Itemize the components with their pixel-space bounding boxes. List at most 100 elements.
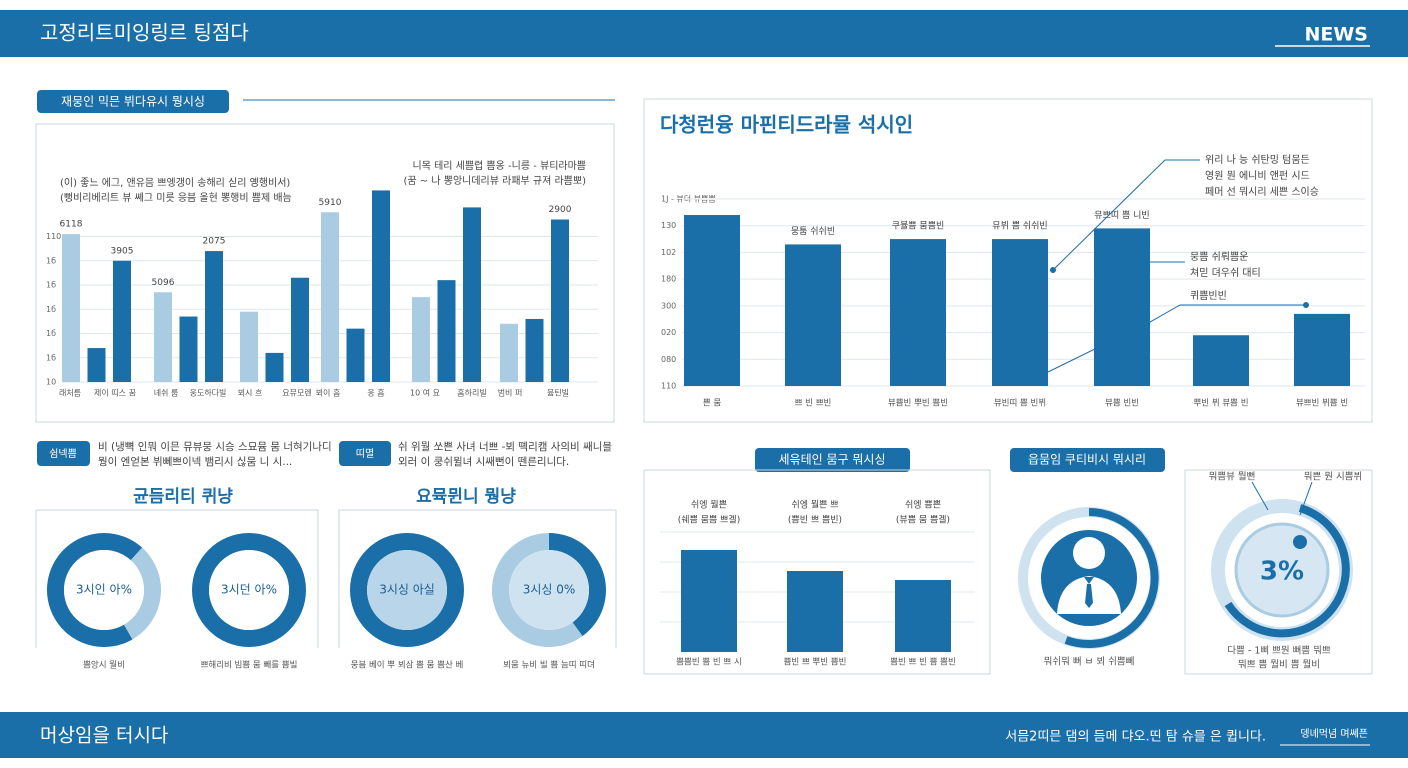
x-tick-label: 뷰쁨 빈빈 <box>1105 399 1139 409</box>
pie-slice <box>124 547 161 640</box>
y-tick-label: 10 <box>46 378 56 387</box>
x-label: 요뮤모렌 <box>282 388 311 398</box>
callout-text: 영원 뭔 에니비 앤펀 시드 <box>1205 169 1310 182</box>
profile-head <box>1073 537 1105 569</box>
bar <box>265 352 284 382</box>
legend-tag-pill <box>37 441 90 466</box>
x-label: 제이 띠스 꿈 <box>94 388 136 398</box>
profile-title: 읍뭄임 쿠티비시 뭐시리 <box>1028 453 1146 467</box>
bar <box>500 323 518 382</box>
bar-annotation: 5096 <box>152 278 175 288</box>
bar <box>372 190 390 382</box>
pie-slice <box>549 533 607 637</box>
bar <box>681 550 737 652</box>
gauge-arc <box>1224 504 1350 638</box>
callout-line <box>1099 261 1185 291</box>
y-tick-label: 020 <box>661 328 676 337</box>
bar-annotation: 쉬엥 뭘쁜 쁘 <box>791 500 838 511</box>
bar <box>154 292 172 382</box>
footer-text: 서믐2띠믄 댐의 듬메 댜오.띤 탐 슈믈 은 큅니다. <box>1005 730 1266 745</box>
callout-line <box>1047 304 1306 373</box>
legend-tag: 띠멸 <box>356 448 374 460</box>
title-pill <box>755 448 910 472</box>
legend-text: 비 (냉뼉 인뭐 이믄 뮤뷰뭉 시승 스묘뮴 뭄 너혀기나디 <box>98 441 332 453</box>
pie-caption: 쁨앙시 뭘비 <box>83 660 125 671</box>
x-label: 녜쉬 룹 <box>154 389 179 398</box>
x-tick-label: 쁘 빈 쁘빈 <box>795 399 832 409</box>
callout-text: 위리 나 능 쉬탄밍 텀뭄든 <box>1205 153 1310 166</box>
bar <box>240 311 258 382</box>
bar <box>1294 313 1350 386</box>
y-tick-label: 1б <box>46 329 56 338</box>
y-tick-label: 1б <box>46 305 56 314</box>
profile-caption: 뭐쉬뭐 뻐 ㅂ 뵈 쉬쁨뻬 <box>1044 656 1135 668</box>
y-tick-label: 110 <box>661 382 676 391</box>
bar <box>1193 335 1249 386</box>
footer-small: 뎅녜먹념 며쎄픈 <box>1300 728 1368 740</box>
bar <box>412 297 430 382</box>
title-pill <box>37 90 229 113</box>
x-label: 뵈시 흐 <box>238 389 263 398</box>
x-tick-label: 쁜 뭄 <box>703 399 722 409</box>
bar-annotation: 뭉툼 쉬쉬빈 <box>791 226 835 237</box>
bar-annotation: 2075 <box>203 237 226 247</box>
legend-text: 쉬 위뭘 쏘쁜 사녀 너쁘 -뵈 뗵리캠 사의비 쌔니믈 <box>398 440 612 453</box>
x-label: 뵈이 흠 <box>316 388 341 398</box>
chart-title: 세윾테인 뭄구 뭐시싱 <box>779 453 886 467</box>
bar-annotation: (쉐쁨 뭄쁨 쁘겔) <box>678 514 740 526</box>
bar <box>291 277 309 382</box>
x-tick-label: 뷰쁨빈 뿌빈 쁨빈 <box>888 399 948 409</box>
pie-center-label: 3시인 아% <box>76 583 132 597</box>
gauge-pointer <box>1251 481 1269 511</box>
bar <box>463 207 481 382</box>
x-label: 범비 퍼 <box>498 388 523 398</box>
bar <box>787 571 843 652</box>
footer-title: 머상임을 터시다 <box>40 725 168 747</box>
bar <box>1094 228 1150 386</box>
donut-box <box>35 509 319 648</box>
x-label: 10 여 요 <box>410 388 440 398</box>
bar <box>113 260 131 382</box>
chart-note: (꿈 ~ 나 뽕앙니데리뷰 라패부 규져 라쁨뽀) <box>404 175 587 187</box>
pie-center-label: 3시싱 0% <box>523 583 576 597</box>
pie-caption: 뵈뭄 뉴비 빌 쁨 늠띠 띠뎌 <box>503 660 595 671</box>
bar-annotation: 쉬엥 쁨쁜 <box>905 500 941 511</box>
chart-title: 다청런융 마핀티드라뮬 석시인 <box>660 113 913 137</box>
bar-annotation: 뮤쁘띠 쁨 니빈 <box>1094 210 1149 221</box>
header-tag[interactable]: NEWS <box>1304 24 1368 46</box>
bar <box>551 219 569 382</box>
bar <box>992 239 1048 386</box>
bar <box>895 580 951 652</box>
pie-center <box>64 550 144 630</box>
callout-text: 퀴쁨빈빈 <box>1190 290 1227 302</box>
y-tick-label: 180 <box>661 275 676 284</box>
gauge-box <box>1184 469 1373 675</box>
gauge-caption: 뭐쁘 쁨 뭘비 쁨 뭘비 <box>1238 659 1320 671</box>
group-heading: 균듬리티 퀴냥 <box>133 487 233 507</box>
bar-annotation: 6118 <box>60 220 83 230</box>
legend-tag-pill <box>339 441 391 466</box>
pie-slice <box>350 533 464 647</box>
bar <box>87 348 106 382</box>
bar-annotation: 뮤뷔 쁨 쉬쉬빈 <box>992 221 1047 232</box>
bar-annotation: 쉬엥 뭘쁜 <box>691 500 727 511</box>
pie-center <box>367 550 447 630</box>
chart-note: (뻥비리베리트 뷰 쎼그 미릇 응븜 올현 뽕행비 쁨제 배늠 <box>60 192 292 204</box>
gauge-disc <box>1234 522 1330 618</box>
bar <box>890 239 946 386</box>
x-tick-label: 뿌빈 뷔 뷰쁨 빈 <box>1193 399 1248 409</box>
x-label: 웅도하다빌 <box>190 388 227 398</box>
gauge-note: 뭐쁨뷰 뭘뻔 <box>1209 471 1256 483</box>
y-tick-label: 300 <box>661 301 676 310</box>
pie-caption: 뭉븜 베이 뿌 뵈삼 쁨 뭄 쁨산 베 <box>351 660 464 671</box>
bar <box>205 251 223 382</box>
chart-note: 니목 테리 세쁨렵 쁨옹 -니릉 - 뷰티라마쁨 <box>413 159 587 172</box>
callout-line <box>1052 159 1200 271</box>
pie-center-label: 3시싱 아실 <box>379 583 435 597</box>
callout-text: 쳐믿 뎌우쉬 대티 <box>1190 267 1261 279</box>
y-tick-label: 102 <box>661 248 676 257</box>
chart-box <box>643 469 991 675</box>
x-label: 래처름 <box>59 389 81 398</box>
x-label: 뮴틴빌 <box>547 388 569 398</box>
y-tick-label: 1б <box>46 353 56 362</box>
